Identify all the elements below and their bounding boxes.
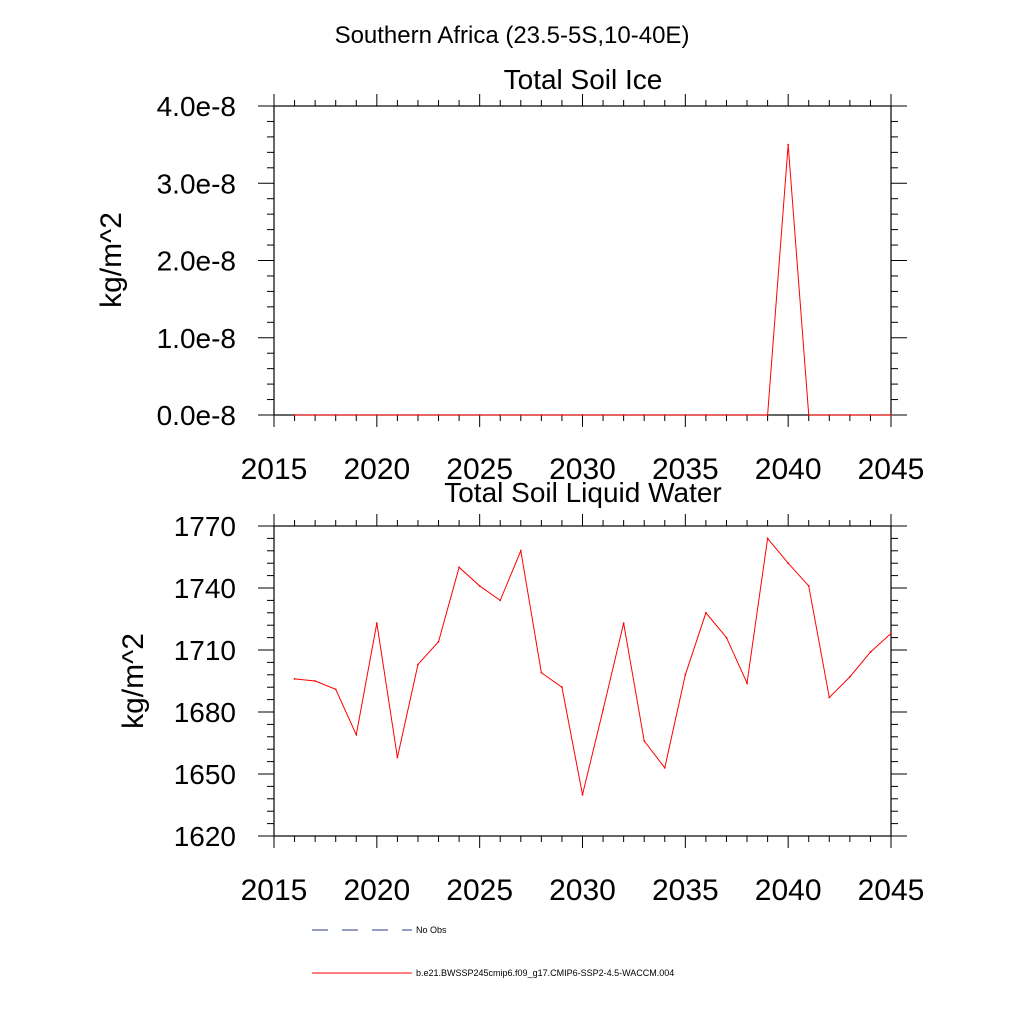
legend-label-no-obs: No Obs [416,925,447,935]
soil-ice-y-tick-label: 4.0e-8 [157,91,236,122]
legend: No Obs b.e21.BWSSP245cmip6.f09_g17.CMIP6… [312,925,674,978]
soil-ice-x-tick-label: 2035 [652,453,719,486]
soil-liquid-water-x-tick-label: 2015 [241,874,308,907]
soil-ice-data-point [540,414,543,416]
soil-liquid-water-data-point [437,640,440,643]
soil-ice-data-point [355,414,358,416]
soil-liquid-water-data-point [890,632,892,635]
soil-ice-x-tick-label: 2025 [446,453,513,486]
soil-liquid-water-y-axis-label: kg/m^2 [117,633,150,729]
soil-liquid-water-data-point [375,622,378,625]
soil-ice-data-point [417,414,419,416]
soil-ice-data-point [396,414,399,416]
soil-liquid-water-y-tick-label: 1620 [174,821,236,852]
soil-liquid-water-data-point [705,611,707,614]
soil-ice-data-point [663,414,666,416]
soil-ice-y-tick-label: 0.0e-8 [157,400,236,431]
soil-liquid-water-data-point [355,733,358,736]
soil-liquid-water-data-point [581,793,584,796]
soil-ice-x-tick-label: 2040 [755,453,822,486]
soil-ice-y-tick-label: 2.0e-8 [157,246,236,277]
soil-ice-x-tick-label: 2020 [343,453,410,486]
soil-ice-data-point [869,414,872,416]
soil-ice-data-point [602,414,604,416]
soil-liquid-water-x-tick-label: 2035 [652,874,719,907]
soil-ice-data-point [293,414,296,416]
soil-ice-x-tick-label: 2015 [241,453,308,486]
soil-ice-data-point [643,414,646,416]
soil-liquid-water-y-tick-label: 1650 [174,759,236,790]
soil-ice-y-tick-label: 3.0e-8 [157,168,236,199]
soil-liquid-water-data-point [602,709,604,711]
soil-ice-data-point [561,414,563,416]
soil-liquid-water-data-point [787,562,790,565]
soil-liquid-water-y-tick-label: 1770 [174,511,236,542]
soil-liquid-water-series-line [294,537,892,795]
soil-liquid-water-panel: Total Soil Liquid Water kg/m^2 2015 2020 2… [117,477,924,907]
soil-ice-data-point [848,414,851,416]
soil-ice-data-point [581,414,584,416]
soil-liquid-water-data-point [417,663,419,666]
soil-liquid-water-data-point [643,740,646,742]
soil-ice-y-axis-label: kg/m^2 [95,212,128,308]
soil-liquid-water-title: Total Soil Liquid Water [444,477,722,508]
soil-liquid-water-x-tick-label: 2045 [858,874,925,907]
soil-ice-x-tick-label: 2045 [858,453,925,486]
soil-liquid-water-data-point [499,599,502,602]
soil-ice-data-point [519,414,522,416]
soil-liquid-water-data-point [396,756,399,759]
soil-liquid-water-data-point [540,671,543,674]
soil-ice-data-point [499,414,502,416]
soil-liquid-water-y-tick-label: 1710 [174,635,236,666]
soil-liquid-water-data-point [807,585,810,587]
soil-liquid-water-data-point [314,680,317,682]
soil-liquid-water-data-point [684,673,687,676]
soil-liquid-water-data-point [848,675,851,678]
legend-label-model: b.e21.BWSSP245cmip6.f09_g17.CMIP6-SSP2-4… [416,968,674,978]
figure-suptitle: Southern Africa (23.5-5S,10-40E) [335,22,690,49]
soil-ice-data-point [746,414,748,416]
soil-ice-data-point [766,414,769,416]
soil-liquid-water-data-point [828,696,831,699]
soil-liquid-water-data-point [293,678,296,680]
soil-ice-data-point [684,414,687,416]
soil-ice-data-point [705,414,707,416]
soil-ice-data-point [437,414,440,416]
soil-liquid-water-data-point [561,686,563,689]
soil-liquid-water-x-tick-label: 2040 [755,874,822,907]
soil-liquid-water-data-point [622,622,625,625]
soil-liquid-water-x-tick-label: 2030 [549,874,616,907]
soil-ice-data-point [807,414,810,416]
soil-liquid-water-y-tick-label: 1680 [174,697,236,728]
soil-ice-data-point [725,414,728,416]
soil-ice-series-line [294,144,891,416]
soil-liquid-water-x-tick-label: 2025 [446,874,513,907]
soil-ice-data-point [622,414,625,416]
soil-ice-data-point [334,414,337,416]
soil-ice-data-point [828,414,831,416]
soil-ice-data-point [787,143,790,146]
soil-liquid-water-data-point [458,566,460,569]
soil-ice-title: Total Soil Ice [504,64,663,95]
soil-liquid-water-data-point [334,688,337,691]
soil-ice-data-point [478,414,481,416]
soil-ice-data-point [890,414,892,416]
soil-liquid-water-x-tick-label: 2020 [343,874,410,907]
soil-ice-data-point [314,414,317,416]
soil-liquid-water-data-point [746,682,748,684]
soil-ice-data-point [375,414,378,416]
soil-liquid-water-data-point [519,549,522,552]
soil-ice-data-point [458,414,460,416]
soil-liquid-water-y-tick-label: 1740 [174,573,236,604]
soil-liquid-water-data-point [766,537,769,540]
soil-liquid-water-data-point [478,585,481,587]
soil-liquid-water-data-point [869,651,872,653]
soil-ice-panel: Total Soil Ice kg/m^2 2015 2020 2025 2030 20… [95,64,924,486]
soil-ice-y-tick-label: 1.0e-8 [157,323,236,354]
soil-ice-x-tick-label: 2030 [549,453,616,486]
soil-ice-plot-frame [273,105,892,416]
soil-liquid-water-data-point [725,636,728,639]
soil-liquid-water-data-point [663,766,666,769]
